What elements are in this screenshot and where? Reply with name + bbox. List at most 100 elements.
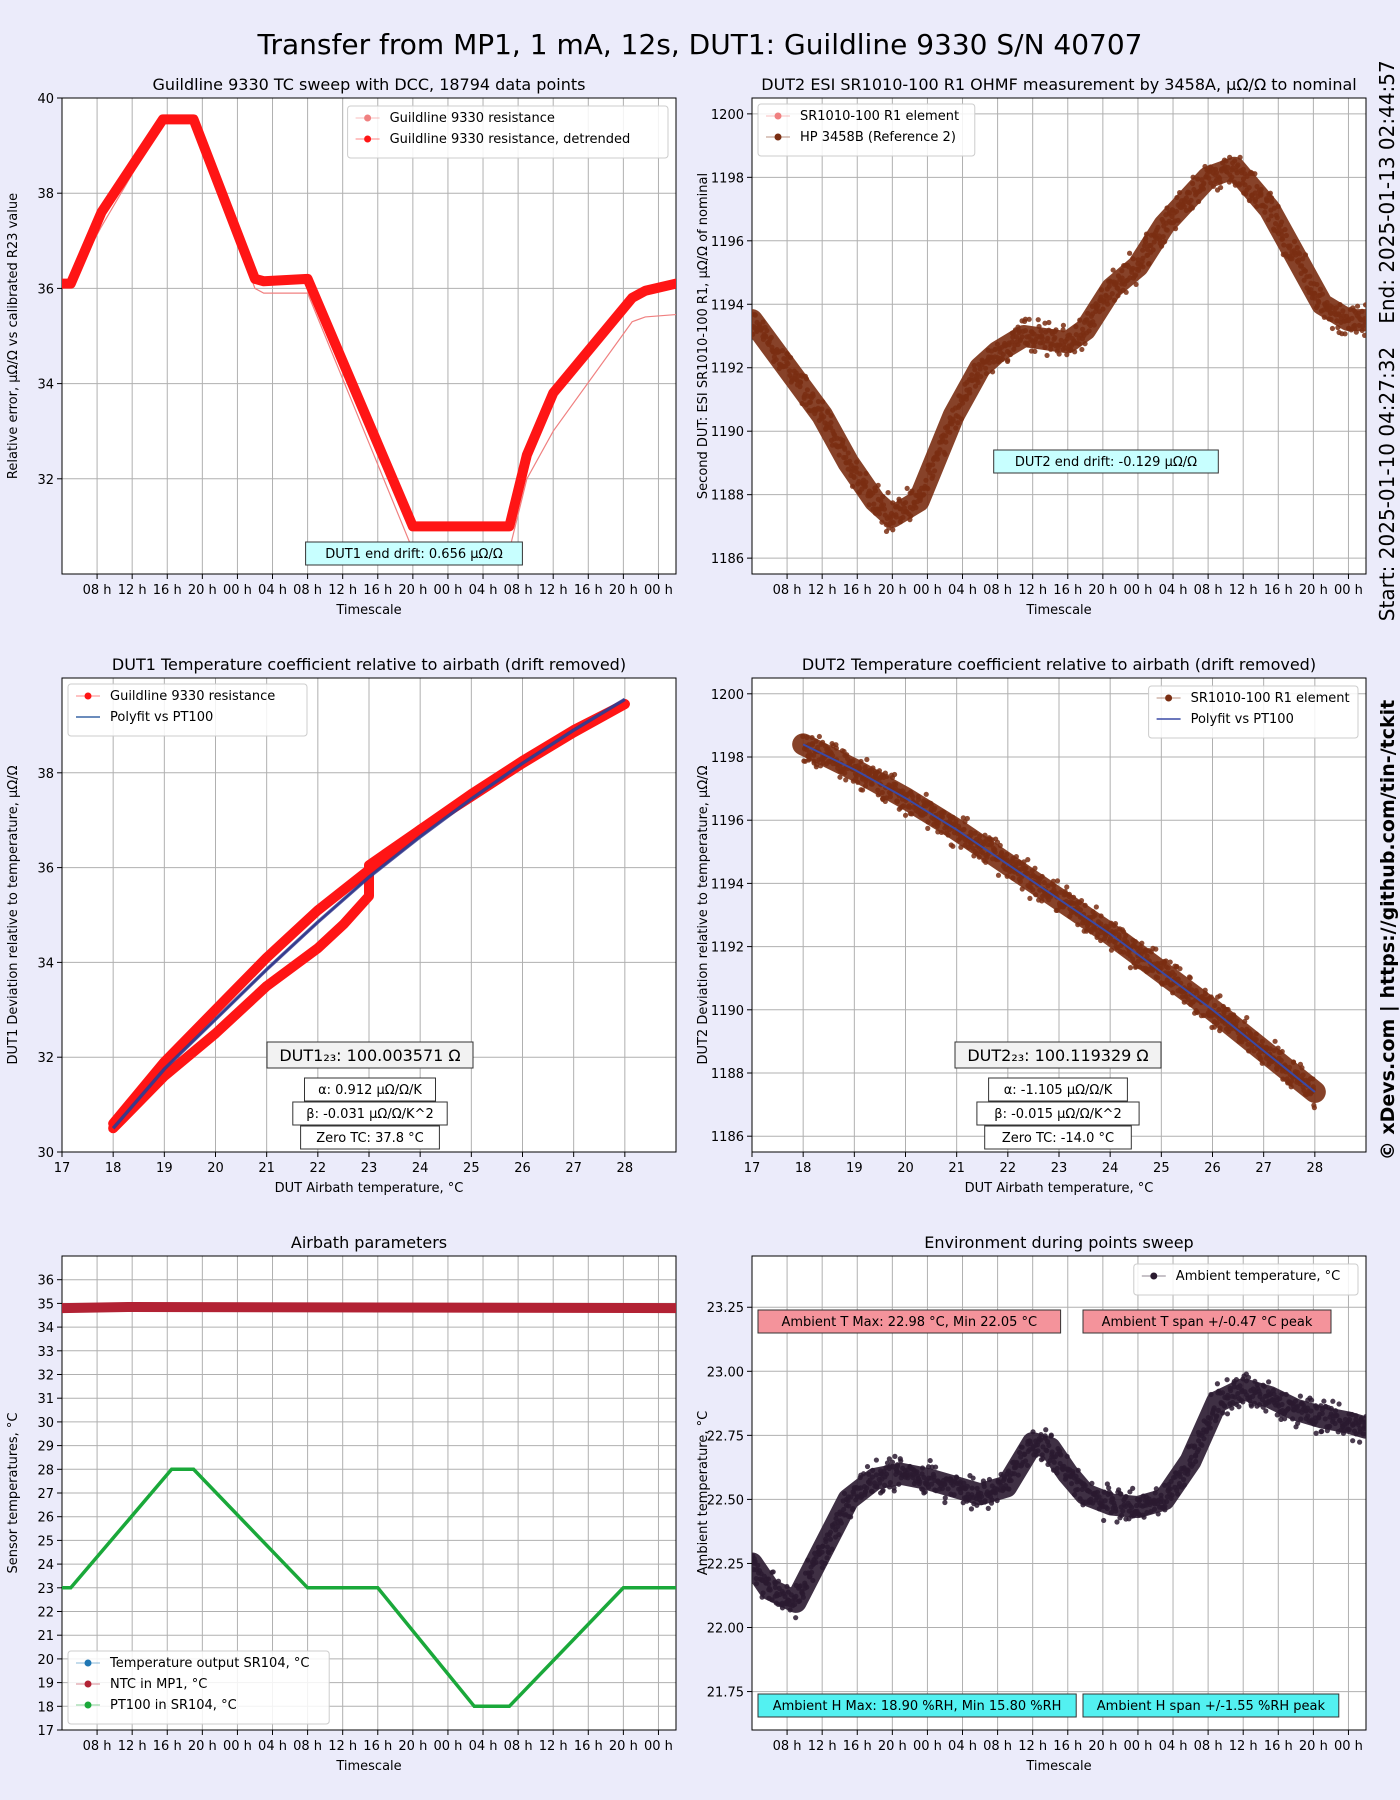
data-point xyxy=(927,1457,933,1464)
data-point xyxy=(1362,332,1366,338)
x-tick-label: 16 h xyxy=(363,1739,392,1754)
data-point xyxy=(1114,1519,1120,1525)
x-axis-label: Timescale xyxy=(335,603,401,618)
x-tick-label: 12 h xyxy=(1018,1739,1047,1754)
y-tick-label: 1192 xyxy=(711,362,744,377)
x-tick-label: 20 h xyxy=(878,1739,907,1754)
data-point xyxy=(1217,993,1223,999)
series-band xyxy=(752,156,1366,528)
x-tick-label: 16 h xyxy=(153,583,182,598)
data-point xyxy=(891,771,898,778)
y-tick-label: 21 xyxy=(37,1629,54,1644)
data-point xyxy=(1064,884,1070,890)
y-tick-label: 22.25 xyxy=(707,1557,744,1572)
data-point xyxy=(995,872,1002,878)
series-band xyxy=(752,1378,1366,1613)
x-tick-label: 23 xyxy=(361,1161,378,1176)
data-point xyxy=(1130,1485,1136,1492)
x-axis-label: Timescale xyxy=(1025,603,1091,618)
y-tick-label: 34 xyxy=(37,1321,54,1336)
data-point xyxy=(1126,250,1133,256)
side-end-time: End: 2025-01-13 02:44:57 xyxy=(1375,60,1399,324)
data-point xyxy=(1272,1038,1278,1044)
annotation-text: Zero TC: 37.8 °C xyxy=(316,1131,423,1146)
y-tick-label: 25 xyxy=(37,1534,54,1549)
x-tick-label: 19 xyxy=(156,1161,173,1176)
x-tick-label: 08 h xyxy=(504,583,533,598)
x-tick-label: 16 h xyxy=(574,583,603,598)
legend-label: HP 3458B (Reference 2) xyxy=(800,130,956,145)
x-tick-label: 00 h xyxy=(913,1739,942,1754)
annotation-text: Ambient T Max: 22.98 °C, Min 22.05 °C xyxy=(781,1315,1037,1330)
data-point xyxy=(1297,1393,1303,1399)
x-tick-label: 20 h xyxy=(1088,1739,1117,1754)
x-tick-label: 08 h xyxy=(773,583,802,598)
data-point xyxy=(942,1495,948,1501)
x-tick-label: 24 xyxy=(1102,1161,1119,1176)
chart-title: DUT2 ESI SR1010-100 R1 OHMF measurement … xyxy=(761,75,1357,94)
y-tick-label: 1194 xyxy=(711,298,744,313)
annotation-box xyxy=(984,1125,1132,1150)
y-tick-label: 34 xyxy=(37,956,54,971)
legend-swatch-marker xyxy=(84,1701,92,1709)
plot-frame xyxy=(61,677,677,1153)
x-tick-label: 20 h xyxy=(398,583,427,598)
y-tick-label: 26 xyxy=(37,1511,54,1526)
data-point xyxy=(885,489,891,496)
page-title: Transfer from MP1, 1 mA, 12s, DUT1: Guil… xyxy=(257,28,1143,61)
data-point xyxy=(985,1505,991,1511)
data-point xyxy=(1357,1439,1363,1445)
y-tick-label: 32 xyxy=(37,1051,54,1066)
data-point xyxy=(886,1456,892,1462)
y-tick-label: 19 xyxy=(37,1677,54,1692)
x-tick-label: 00 h xyxy=(1334,1739,1363,1754)
y-tick-label: 28 xyxy=(37,1463,54,1478)
legend: Ambient temperature, °C xyxy=(1133,1263,1359,1296)
x-tick-label: 00 h xyxy=(433,1739,462,1754)
data-point xyxy=(880,1487,886,1493)
legend-swatch-marker xyxy=(1165,694,1173,702)
data-point xyxy=(923,791,929,797)
x-tick-label: 20 h xyxy=(398,1739,427,1754)
x-tick-label: 20 xyxy=(207,1161,224,1176)
x-tick-label: 04 h xyxy=(469,583,498,598)
y-tick-label: 36 xyxy=(37,1274,54,1289)
polyfit-line xyxy=(111,697,626,1130)
legend-label: Guildline 9330 resistance xyxy=(390,111,555,126)
data-point xyxy=(1330,1398,1336,1404)
y-tick-label: 17 xyxy=(37,1724,54,1739)
x-tick-label: 28 xyxy=(1307,1161,1324,1176)
x-tick-label: 12 h xyxy=(1229,1739,1258,1754)
y-tick-label: 1198 xyxy=(711,171,744,186)
annotation-text: Ambient H span +/-1.55 %RH peak xyxy=(1097,1699,1326,1714)
y-tick-label: 1188 xyxy=(711,1067,744,1082)
x-tick-label: 04 h xyxy=(948,1739,977,1754)
data-point xyxy=(1056,351,1062,357)
y-tick-label: 29 xyxy=(37,1440,54,1455)
annotation-text: Zero TC: -14.0 °C xyxy=(1002,1131,1114,1146)
chart-title: DUT2 Temperature coefficient relative to… xyxy=(802,655,1316,674)
chart-p5: Airbath parameters 17 18 19 20 21 22 23 24 25 26 27… xyxy=(6,1233,677,1774)
y-tick-label: 24 xyxy=(37,1558,54,1573)
data-point xyxy=(1054,878,1061,884)
y-tick-label: 1186 xyxy=(711,1130,744,1145)
data-point xyxy=(1245,1374,1252,1381)
y-axis-label: Sensor temperatures, °C xyxy=(6,1412,21,1573)
x-tick-label: 00 h xyxy=(913,583,942,598)
y-tick-label: 32 xyxy=(37,1369,54,1384)
x-tick-label: 24 xyxy=(412,1161,429,1176)
plot-frame xyxy=(61,1255,677,1731)
y-tick-label: 38 xyxy=(37,767,54,782)
legend-label: Polyfit vs PT100 xyxy=(1191,712,1294,727)
series-line-thick xyxy=(62,1301,676,1314)
x-tick-label: 12 h xyxy=(1229,583,1258,598)
chart-title: Environment during points sweep xyxy=(924,1233,1193,1252)
x-tick-label: 27 xyxy=(565,1161,582,1176)
x-tick-label: 08 h xyxy=(293,1739,322,1754)
x-tick-label: 12 h xyxy=(328,583,357,598)
y-tick-label: 38 xyxy=(37,187,54,202)
data-point xyxy=(873,1457,879,1463)
y-tick-label: 23.00 xyxy=(707,1365,744,1380)
data-point xyxy=(816,733,822,740)
